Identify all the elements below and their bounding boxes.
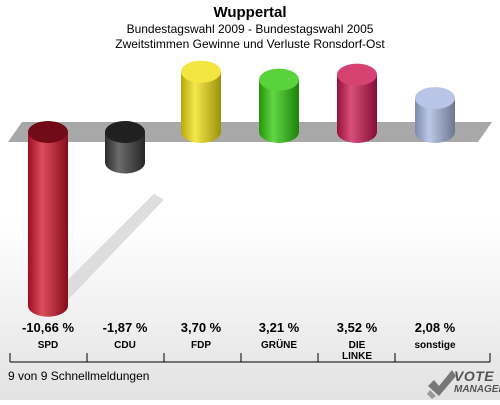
bar-body-die-linke	[337, 74, 377, 143]
category-label-spd: SPD	[38, 340, 59, 351]
bar-spd	[28, 121, 68, 317]
bar-top-fdp	[181, 60, 221, 83]
bars	[28, 60, 455, 317]
category-label-die-linke-line2: LINKE	[342, 351, 372, 362]
category-axis	[9, 353, 491, 363]
bar-shadow-spd	[68, 193, 165, 300]
category-label-cdu: CDU	[114, 340, 136, 351]
category-label-gr-ne: GRÜNE	[261, 338, 297, 351]
bar-sonstige	[415, 87, 455, 143]
category-label-die-linke-line1: DIE	[349, 340, 366, 351]
vote-manager-logo: VOTE MANAGER	[426, 366, 500, 400]
category-label-fdp: FDP	[191, 340, 211, 351]
chart-subtitle-election: Bundestagswahl 2009 - Bundestagswahl 200…	[126, 22, 374, 36]
bar-body-fdp	[181, 71, 221, 143]
bar-body-cdu	[105, 132, 145, 174]
check-mark-icon	[427, 370, 456, 399]
chart-title: Wuppertal	[213, 4, 287, 21]
bar-top-cdu	[105, 121, 145, 143]
bar-top-sonstige	[415, 87, 455, 110]
value-label-spd: -10,66 %	[22, 320, 74, 335]
logo-line-2: MANAGER	[454, 384, 500, 395]
value-label-gr-ne: 3,21 %	[259, 320, 300, 335]
bar-top-spd	[28, 121, 68, 143]
bar-fdp	[181, 60, 221, 143]
logo-line-1: VOTE	[454, 368, 495, 384]
bar-top-die-linke	[337, 63, 377, 86]
bar-shadows	[68, 193, 165, 300]
chart-subtitle-description: Zweitstimmen Gewinne und Verluste Ronsdo…	[115, 37, 385, 51]
bar-body-spd	[28, 132, 68, 317]
chart-header: Wuppertal Bundestagswahl 2009 - Bundesta…	[0, 4, 500, 52]
bar-die-linke	[337, 63, 377, 143]
bar-gr-ne	[259, 68, 299, 143]
bar-body-gr-ne	[259, 79, 299, 143]
footer-note: 9 von 9 Schnellmeldungen	[8, 369, 150, 383]
category-label-sonstige: sonstige	[414, 340, 456, 351]
value-label-fdp: 3,70 %	[181, 320, 222, 335]
bar-top-gr-ne	[259, 68, 299, 91]
value-labels: -10,66 % -1,87 % 3,70 % 3,21 % 3,52 % 2,08 %	[22, 320, 456, 335]
bar-cdu	[105, 121, 145, 174]
bar-body-sonstige	[415, 98, 455, 143]
value-label-cdu: -1,87 %	[103, 320, 148, 335]
value-label-die-linke: 3,52 %	[337, 320, 378, 335]
value-label-sonstige: 2,08 %	[415, 320, 456, 335]
